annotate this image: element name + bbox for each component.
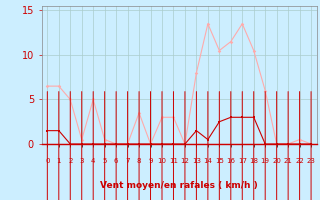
X-axis label: Vent moyen/en rafales ( km/h ): Vent moyen/en rafales ( km/h )	[100, 181, 258, 190]
